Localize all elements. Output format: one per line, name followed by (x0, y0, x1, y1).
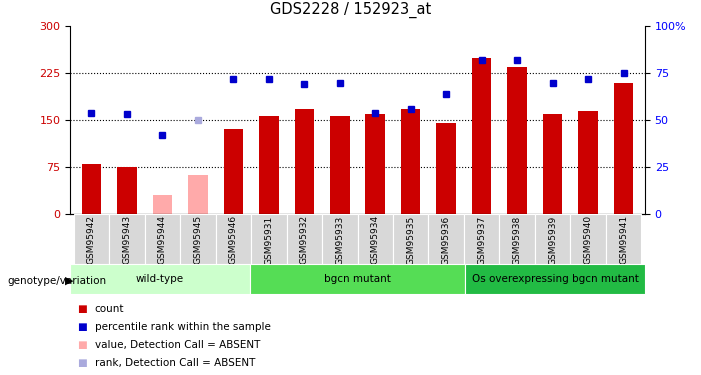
Text: GSM95933: GSM95933 (335, 215, 344, 264)
Bar (109, 214, 144, 264)
Text: GSM95939: GSM95939 (548, 215, 557, 264)
Text: GSM95944: GSM95944 (158, 215, 167, 264)
Bar (330, 116, 350, 214)
Text: bgcn mutant: bgcn mutant (324, 274, 391, 284)
Bar (117, 167, 137, 214)
Text: GSM95946: GSM95946 (229, 215, 238, 264)
Bar (294, 109, 314, 214)
Bar (358, 214, 393, 264)
Text: GSM95938: GSM95938 (512, 215, 522, 264)
Text: rank, Detection Call = ABSENT: rank, Detection Call = ABSENT (95, 358, 255, 368)
Bar (74, 214, 109, 264)
Bar (571, 214, 606, 264)
Bar (606, 214, 641, 264)
Bar (437, 123, 456, 214)
Bar (464, 214, 499, 264)
Bar (216, 214, 251, 264)
Bar (578, 111, 598, 214)
Bar (322, 214, 358, 264)
Bar (465, 264, 645, 294)
Bar (614, 82, 634, 214)
Text: ■: ■ (77, 340, 87, 350)
Text: ■: ■ (77, 322, 87, 332)
Bar (153, 195, 172, 214)
Bar (508, 67, 527, 214)
Text: GSM95935: GSM95935 (407, 215, 415, 264)
Text: GSM95945: GSM95945 (193, 215, 203, 264)
Bar (70, 264, 250, 294)
Bar (188, 175, 207, 214)
Text: value, Detection Call = ABSENT: value, Detection Call = ABSENT (95, 340, 260, 350)
Bar (472, 57, 491, 214)
Text: GSM95943: GSM95943 (123, 215, 131, 264)
Bar (499, 214, 535, 264)
Bar (144, 214, 180, 264)
Text: GSM95940: GSM95940 (584, 215, 592, 264)
Text: GSM95932: GSM95932 (300, 215, 308, 264)
Bar (180, 214, 216, 264)
Text: ■: ■ (77, 358, 87, 368)
Text: genotype/variation: genotype/variation (7, 276, 106, 285)
Bar (287, 214, 322, 264)
Bar (365, 114, 385, 214)
Text: GSM95942: GSM95942 (87, 215, 96, 264)
Bar (81, 164, 101, 214)
Text: GSM95934: GSM95934 (371, 215, 380, 264)
Bar (393, 214, 428, 264)
Bar (535, 214, 571, 264)
Bar (401, 109, 421, 214)
Bar (250, 264, 465, 294)
Bar (259, 116, 278, 214)
Text: GSM95931: GSM95931 (264, 215, 273, 264)
Text: wild-type: wild-type (136, 274, 184, 284)
Text: GSM95941: GSM95941 (619, 215, 628, 264)
Text: percentile rank within the sample: percentile rank within the sample (95, 322, 271, 332)
Bar (251, 214, 287, 264)
Text: ■: ■ (77, 304, 87, 314)
Bar (428, 214, 464, 264)
Text: Os overexpressing bgcn mutant: Os overexpressing bgcn mutant (472, 274, 639, 284)
Text: ▶: ▶ (64, 276, 73, 285)
Bar (543, 114, 562, 214)
Text: count: count (95, 304, 124, 314)
Text: GDS2228 / 152923_at: GDS2228 / 152923_at (270, 2, 431, 18)
Text: GSM95936: GSM95936 (442, 215, 451, 264)
Text: GSM95937: GSM95937 (477, 215, 486, 264)
Bar (224, 129, 243, 214)
